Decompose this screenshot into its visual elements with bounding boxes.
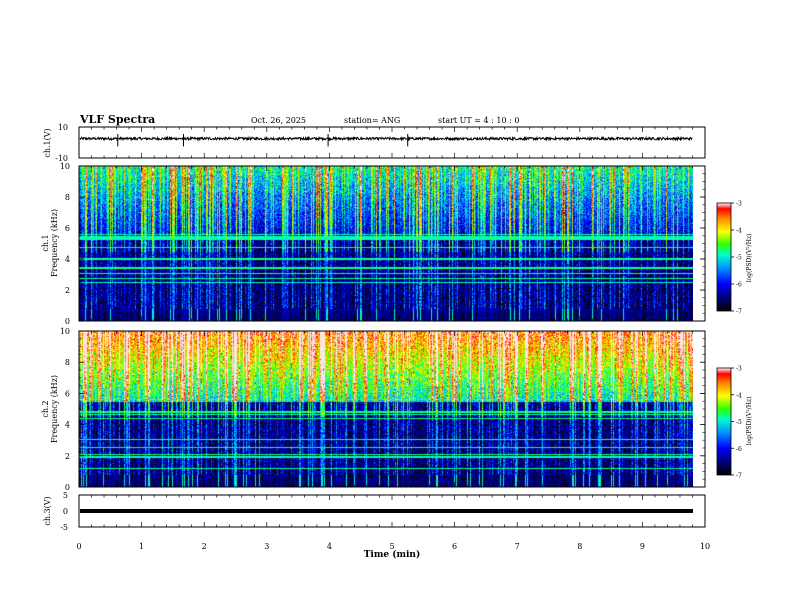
x-tick-label: 0 (76, 542, 81, 551)
colorbar-1-gradient (717, 203, 731, 311)
spectrogram-ytick-label: 2 (65, 286, 70, 295)
ch1-ytick-top: 10 (58, 123, 68, 132)
colorbar-2-gradient (717, 368, 731, 475)
ch1-waveform-panel: 10 -10 ch.1(V) (43, 123, 706, 163)
x-tick-label: 6 (452, 542, 457, 551)
spectrogram-ytick-label: 10 (60, 327, 70, 336)
spectrogram-ytick-label: 0 (65, 483, 70, 492)
x-tick-label: 10 (700, 542, 710, 551)
ch2-spectrogram-yticks: 0 2 4 6 8 10 (60, 327, 705, 492)
start-ut-label: start UT = 4 : 10 : 0 (438, 116, 519, 125)
colorbar-tick-label: -7 (736, 309, 742, 316)
ch2-spectrogram-title: ch.2 (41, 400, 50, 417)
ch3-waveform-ylabel: ch.3(V) (43, 496, 52, 525)
ch1-waveform-ylabel: ch.1(V) (43, 128, 52, 157)
colorbar-1-label: log(PSD)(V²/Hz) (746, 234, 753, 283)
station-label: station= ANG (344, 116, 400, 125)
spectrogram-ytick-label: 8 (65, 193, 70, 202)
spectrogram-ytick-label: 2 (65, 452, 70, 461)
spectrogram-ytick-label: 8 (65, 358, 70, 367)
ch1-spectrogram-title: ch.1 (41, 234, 50, 251)
colorbar-tick-label: -6 (736, 446, 742, 453)
ch3-waveform-trace (80, 509, 693, 513)
ch3-waveform-panel: 5 0 -5 ch.3(V) (43, 491, 706, 532)
colorbar-2-label: log(PSD)(V²/Hz) (746, 397, 753, 446)
ch2-spectrogram-panel: 0 2 4 6 8 10 ch.2 Frequency (kHz) (41, 327, 706, 492)
x-tick-label: 8 (577, 542, 582, 551)
x-tick-label: 7 (515, 542, 520, 551)
colorbar-tick-label: -6 (736, 282, 742, 289)
x-tick-label: 1 (139, 542, 144, 551)
colorbar-1: -3 -4 -5 -6 -7 log(PSD)(V²/Hz) (716, 201, 753, 316)
spectrogram-ytick-label: 4 (65, 421, 70, 430)
spectrogram-ytick-label: 4 (65, 255, 70, 264)
spectrogram-ytick-label: 6 (65, 389, 70, 398)
ch3-ytick-top: 5 (63, 491, 68, 500)
colorbar-2-ticks: -3 -4 -5 -6 -7 (731, 366, 742, 480)
date-label: Oct. 26, 2025 (251, 116, 306, 125)
x-tick-label: 3 (264, 542, 269, 551)
x-axis-tick-labels: 0 1 2 3 4 5 6 7 8 9 10 (76, 542, 710, 551)
x-tick-label: 5 (389, 542, 394, 551)
spectrogram-ytick-label: 6 (65, 224, 70, 233)
ch2-spectrogram-ylabel: Frequency (kHz) (50, 375, 59, 443)
colorbar-tick-label: -7 (736, 473, 742, 480)
x-axis-ticks (78, 127, 706, 527)
colorbar-tick-label: -3 (736, 366, 742, 373)
x-tick-label: 2 (202, 542, 207, 551)
colorbar-2: -3 -4 -5 -6 -7 log(PSD)(V²/Hz) (716, 366, 753, 480)
colorbar-tick-label: -4 (736, 392, 742, 399)
x-tick-label: 4 (327, 542, 332, 551)
ch1-spectrogram-panel: 0 2 4 6 8 10 ch.1 Frequency (kHz) (41, 162, 706, 326)
ch1-ytick-bottom: -10 (55, 154, 68, 163)
ch3-ytick-middle: 0 (63, 507, 68, 516)
colorbar-tick-label: -5 (736, 255, 742, 262)
ch1-spectrogram-ylabel: Frequency (kHz) (50, 209, 59, 277)
colorbar-tick-label: -5 (736, 419, 742, 426)
spectrogram-ytick-label: 0 (65, 317, 70, 326)
ch1-spectrogram-yticks: 0 2 4 6 8 10 (60, 162, 705, 326)
ch2-spectrogram-image (79, 331, 693, 487)
ch1-waveform-trace (79, 134, 693, 147)
ch3-ytick-bottom: -5 (60, 523, 68, 532)
colorbar-tick-label: -3 (736, 201, 742, 208)
ch1-spectrogram-image (79, 166, 693, 321)
colorbar-tick-label: -4 (736, 228, 742, 235)
spectrogram-ytick-label: 10 (60, 162, 70, 171)
x-axis-label: Time (min) (364, 549, 421, 560)
figure-title: VLF Spectra (79, 113, 155, 126)
colorbar-1-ticks: -3 -4 -5 -6 -7 (731, 201, 742, 316)
x-tick-label: 9 (640, 542, 645, 551)
